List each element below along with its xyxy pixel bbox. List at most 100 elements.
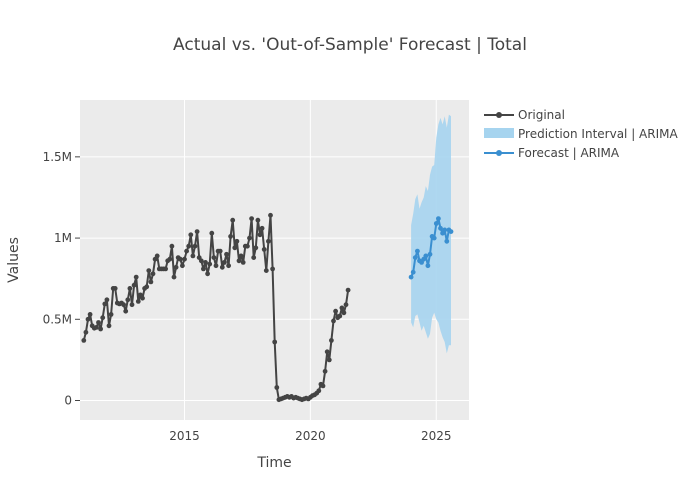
forecast-point xyxy=(436,216,441,222)
legend-item-prediction-interval[interactable]: Prediction Interval | ARIMA xyxy=(484,127,678,141)
original-point xyxy=(201,266,206,272)
prediction-interval-layer xyxy=(411,114,451,354)
original-point xyxy=(274,385,280,390)
original-point xyxy=(247,235,252,241)
original-point xyxy=(329,338,334,343)
x-axis-ticks: 2015 2020 2025 xyxy=(169,429,451,443)
original-point xyxy=(230,217,236,223)
legend-item-original[interactable]: Original xyxy=(484,108,565,122)
original-point xyxy=(236,258,242,264)
forecast-point xyxy=(408,274,414,280)
forecast-point xyxy=(425,263,431,269)
original-point xyxy=(94,325,99,330)
original-point xyxy=(203,260,208,265)
original-point xyxy=(87,312,93,317)
legend-item-forecast[interactable]: Forecast | ARIMA xyxy=(484,146,620,160)
chart-title: Actual vs. 'Out-of-Sample' Forecast | To… xyxy=(173,35,527,55)
legend-label-original: Original xyxy=(518,108,565,122)
original-point xyxy=(316,388,322,394)
original-point xyxy=(232,245,238,251)
forecast-point xyxy=(423,253,429,259)
original-point xyxy=(240,260,246,265)
y-tick-label: 0 xyxy=(64,394,72,408)
original-point xyxy=(163,266,169,272)
original-point xyxy=(266,238,271,244)
original-point xyxy=(198,258,204,264)
original-point xyxy=(112,286,118,291)
x-tick-label: 2025 xyxy=(421,429,452,443)
forecast-point xyxy=(442,227,448,233)
original-point xyxy=(322,368,328,374)
original-point xyxy=(253,245,259,251)
original-point xyxy=(188,232,194,238)
original-point xyxy=(343,302,349,308)
forecast-point xyxy=(431,235,437,241)
prediction-interval-band xyxy=(411,114,451,354)
original-point xyxy=(257,232,263,238)
legend-label-interval: Prediction Interval | ARIMA xyxy=(518,127,678,141)
original-point xyxy=(207,261,213,267)
original-point xyxy=(345,287,351,293)
original-point xyxy=(154,253,160,259)
original-point xyxy=(255,217,261,223)
y-tick-label: 1M xyxy=(54,231,72,245)
plot-area xyxy=(80,100,469,420)
original-point xyxy=(217,248,223,254)
original-point xyxy=(270,266,275,272)
original-point xyxy=(135,299,141,304)
original-point xyxy=(140,295,145,301)
original-point xyxy=(144,284,150,290)
legend-marker-forecast xyxy=(496,150,502,156)
original-point xyxy=(102,301,108,307)
original-point xyxy=(106,323,112,329)
original-point xyxy=(245,243,250,249)
original-point xyxy=(224,251,229,257)
y-tick-label: 0.5M xyxy=(43,312,72,326)
original-point xyxy=(167,256,173,262)
original-point xyxy=(226,263,232,269)
original-point xyxy=(337,313,343,319)
original-point xyxy=(333,308,338,314)
original-point xyxy=(234,238,240,244)
original-series-layer xyxy=(81,212,351,403)
legend-marker-original xyxy=(496,112,502,118)
original-point xyxy=(341,310,347,316)
original-point xyxy=(85,316,91,322)
original-point xyxy=(121,302,126,308)
original-point xyxy=(146,268,152,273)
legend: Original Prediction Interval | ARIMA For… xyxy=(484,108,678,160)
original-point xyxy=(169,243,175,249)
original-point xyxy=(272,339,278,345)
original-point xyxy=(131,282,137,288)
original-point xyxy=(83,329,89,335)
original-point xyxy=(320,383,326,389)
x-tick-label: 2015 xyxy=(169,429,200,443)
original-point xyxy=(339,305,345,311)
forecast-point xyxy=(415,248,420,254)
original-point xyxy=(186,243,192,249)
original-point xyxy=(324,349,330,355)
legend-label-forecast: Forecast | ARIMA xyxy=(518,146,620,160)
forecast-point xyxy=(438,225,443,231)
original-point xyxy=(192,243,198,249)
original-point xyxy=(263,268,269,273)
forecast-point xyxy=(412,255,418,260)
x-tick-label: 2020 xyxy=(295,429,326,443)
original-point xyxy=(190,253,196,259)
original-point xyxy=(171,274,177,280)
original-point xyxy=(259,225,265,231)
forecast-point xyxy=(444,238,450,244)
original-point xyxy=(209,230,215,236)
y-axis-title: Values xyxy=(6,237,22,283)
original-point xyxy=(219,264,225,270)
original-point xyxy=(81,338,87,343)
original-point xyxy=(249,216,255,222)
original-point xyxy=(98,326,103,332)
original-point xyxy=(148,279,154,285)
original-point xyxy=(222,260,227,265)
original-point xyxy=(228,234,234,239)
original-point xyxy=(129,302,135,308)
original-point xyxy=(268,212,273,218)
original-point xyxy=(180,263,185,269)
